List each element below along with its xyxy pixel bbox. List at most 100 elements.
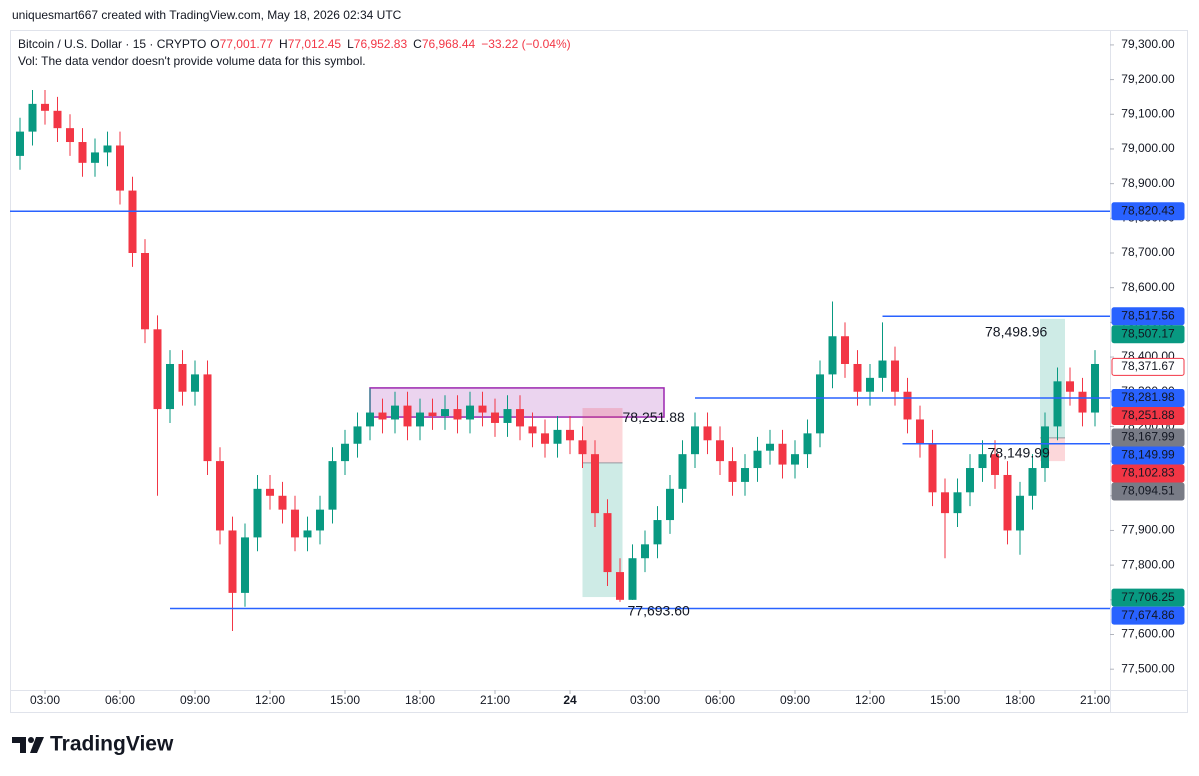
candle-body [478,405,487,413]
price-label: 78,251.88 [1121,408,1175,422]
annotation: 78,251.88 [623,409,685,425]
x-tick-label: 09:00 [180,693,210,707]
annotation: 78,498.96 [985,323,1047,339]
candle-body [828,336,837,375]
ohlc-key: O [210,37,219,51]
price-label: 78,281.98 [1121,390,1175,404]
price-label-box [1111,307,1185,326]
price-label-box [1111,406,1185,425]
candle-body [641,544,649,559]
volume-note: Vol: The data vendor doesn't provide vol… [18,54,366,68]
ohlc-key: H [279,37,288,51]
ohlc-value: 76,952.83 [354,37,408,51]
brand-logo [12,737,44,753]
candle-body [878,360,887,378]
candle-body [366,412,374,427]
candle-body [328,461,337,510]
header: uniquesmart667 created with TradingView.… [12,8,402,22]
pane-frame [10,30,1188,713]
candle-body [716,440,724,462]
y-tick-label: 79,300.00 [1121,37,1175,51]
candle-body [1066,381,1074,392]
candle-body [241,537,249,593]
x-tick-label: 15:00 [330,693,360,707]
price-label-box [1111,588,1185,607]
candle-body [53,110,62,129]
candle-body [628,558,637,600]
symbol-title: Bitcoin / U.S. Dollar · 15 · CRYPTO [18,37,206,51]
candle-body [891,360,899,392]
candle-body [103,145,112,153]
candle-body [1041,426,1049,469]
price-label: 77,706.25 [1121,590,1175,604]
candle-body [591,454,599,514]
candle-body [991,454,999,475]
candle-body [228,530,237,593]
y-tick-label: 77,500.00 [1121,661,1175,675]
candle-body [953,492,962,514]
candle-body [678,454,687,489]
candle-body [466,405,474,420]
candle-body [616,572,624,600]
x-tick-label: 06:00 [105,693,135,707]
change: −33.22 (−0.04%) [481,37,570,51]
x-tick-label: 03:00 [30,693,60,707]
candle-body [1016,495,1024,531]
candle-body [753,450,762,469]
x-tick-label: 06:00 [705,693,735,707]
candle-body [916,419,924,444]
x-tick-label: 12:00 [855,693,885,707]
candle-body [128,190,137,254]
candle-body [578,440,587,455]
price-label: 78,517.56 [1121,308,1175,322]
candle-body [903,391,912,420]
price-label-box [1111,325,1185,344]
candle-body [866,377,874,392]
candle-body [978,454,987,469]
price-label-box [1111,464,1185,483]
candle-body [691,426,699,455]
candle-body [378,412,387,420]
candle-body [453,409,462,420]
candle-body [253,488,262,538]
candle-body [266,488,274,496]
candle-body [341,443,349,462]
ohlc-key: L [347,37,354,51]
y-tick-label: 77,600.00 [1121,627,1175,641]
candle-body [153,329,162,410]
candle-body [66,128,74,143]
ohlc-value: 77,001.77 [220,37,274,51]
candle-body [491,412,499,423]
x-tick-label: 18:00 [1005,693,1035,707]
position-stop-zone [582,408,623,463]
candle-body [653,520,662,545]
candle-body [728,461,737,482]
y-tick-label: 77,900.00 [1121,523,1175,537]
candle-body [391,405,399,420]
x-tick-label: 21:00 [1080,693,1110,707]
price-label: 78,167.99 [1121,430,1175,444]
candle-body [853,363,862,392]
price-label-box [1111,428,1185,447]
candle-body [303,530,312,538]
candle-body [166,363,174,410]
y-tick-label: 78,600.00 [1121,280,1175,294]
price-label-box [1111,202,1185,221]
candle-body [16,131,24,156]
candle-body [141,253,149,330]
candle-body [966,468,974,493]
candle-body [528,426,537,434]
price-label-box [1111,482,1185,501]
x-tick-label: 09:00 [780,693,810,707]
brand: TradingView [50,733,174,756]
x-tick-label: 15:00 [930,693,960,707]
price-label: 78,371.67 [1121,359,1175,373]
x-tick-label: 18:00 [405,693,435,707]
candle-body [1078,391,1087,413]
y-tick-label: 79,100.00 [1121,106,1175,120]
candle-body [666,488,674,521]
candle-body [1053,381,1062,427]
candle-body [566,429,574,441]
x-tick-label: 12:00 [255,693,285,707]
candle-body [116,145,124,191]
